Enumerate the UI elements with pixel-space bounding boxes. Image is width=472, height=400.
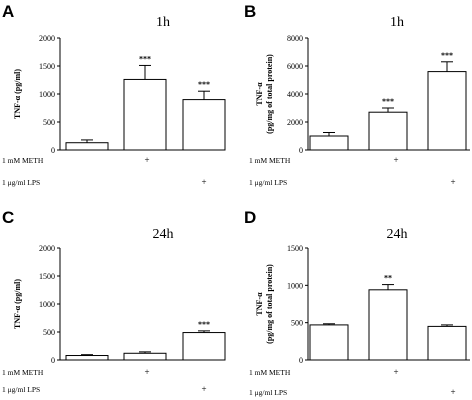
meth-plus: + — [393, 155, 398, 165]
y-axis-label: TNF-α (pg/ml) — [13, 279, 22, 329]
y-tick-label: 500 — [43, 118, 55, 127]
y-tick-label: 1500 — [39, 62, 55, 71]
significance-label: *** — [139, 54, 151, 63]
panel-title: 24h — [387, 227, 408, 242]
meth-plus: + — [393, 367, 398, 377]
panel-letter: D — [244, 208, 256, 227]
y-tick-label: 2000 — [39, 34, 55, 43]
y-tick-label: 1500 — [287, 244, 303, 253]
y-tick-label: 500 — [291, 319, 303, 328]
meth-row-label: 1 mM METH — [2, 156, 44, 165]
meth-row-label: 1 mM METH — [2, 368, 44, 377]
panel-title: 1h — [156, 15, 170, 30]
bar — [65, 142, 109, 151]
lps-plus: + — [201, 384, 206, 394]
significance-label: *** — [441, 51, 453, 60]
bar — [368, 111, 408, 151]
panel-d: D 24h 0 500 1000 1500 TNF-α (pg/mg of total pro… — [244, 208, 470, 397]
y-axis-label: TNF-α (pg/ml) — [13, 69, 22, 119]
panel-c: C 24h 0 500 1000 1500 2000 TNF-α (pg/ml) *** 1 mM… — [2, 208, 226, 394]
y-tick-label: 8000 — [287, 34, 303, 43]
panel-letter: A — [2, 2, 14, 21]
bar — [427, 71, 467, 151]
y-tick-label: 2000 — [39, 244, 55, 253]
bar — [368, 289, 408, 361]
meth-row-label: 1 mM METH — [249, 368, 291, 377]
y-tick-label: 0 — [51, 146, 55, 155]
bar — [65, 355, 109, 361]
y-tick-label: 0 — [299, 356, 303, 365]
y-tick-label: 1000 — [39, 300, 55, 309]
panel-a: A 1h 0 500 1000 1500 2000 TNF-α (pg/ml) *** *** 1 … — [2, 2, 226, 187]
significance-label: ** — [384, 274, 392, 283]
y-tick-label: 0 — [299, 146, 303, 155]
significance-label: *** — [382, 97, 394, 106]
significance-label: *** — [198, 80, 210, 89]
y-axis-label: (pg/mg of total protein) — [265, 264, 274, 344]
panel-b: B 1h 0 2000 4000 6000 8000 TNF-α (pg/mg of total… — [244, 2, 470, 187]
panel-letter: B — [244, 2, 256, 21]
bar — [123, 352, 167, 361]
y-axis-label: (pg/mg of total protein) — [265, 54, 274, 134]
bar — [309, 324, 349, 361]
significance-label: *** — [198, 320, 210, 329]
lps-row-label: 1 μg/ml LPS — [249, 388, 287, 397]
panel-letter: C — [2, 208, 14, 227]
y-tick-label: 4000 — [287, 90, 303, 99]
panel-title: 1h — [390, 15, 404, 30]
bar — [182, 99, 226, 151]
y-tick-label: 1500 — [39, 272, 55, 281]
y-tick-label: 0 — [51, 356, 55, 365]
y-tick-label: 2000 — [287, 118, 303, 127]
meth-plus: + — [144, 155, 149, 165]
bar — [123, 78, 167, 151]
lps-row-label: 1 μg/ml LPS — [2, 178, 40, 187]
y-tick-label: 1000 — [39, 90, 55, 99]
meth-plus: + — [144, 367, 149, 377]
y-axis-label: TNF-α — [255, 292, 264, 316]
y-tick-label: 1000 — [287, 281, 303, 290]
lps-row-label: 1 μg/ml LPS — [249, 178, 287, 187]
bar — [427, 325, 467, 361]
lps-plus: + — [450, 387, 455, 397]
lps-plus: + — [201, 177, 206, 187]
bar — [182, 332, 226, 361]
lps-plus: + — [450, 177, 455, 187]
lps-row-label: 1 μg/ml LPS — [2, 385, 40, 394]
y-axis-label: TNF-α — [255, 82, 264, 106]
y-tick-label: 500 — [43, 328, 55, 337]
meth-row-label: 1 mM METH — [249, 156, 291, 165]
y-tick-label: 6000 — [287, 62, 303, 71]
bar — [309, 135, 349, 151]
panel-title: 24h — [153, 227, 174, 242]
